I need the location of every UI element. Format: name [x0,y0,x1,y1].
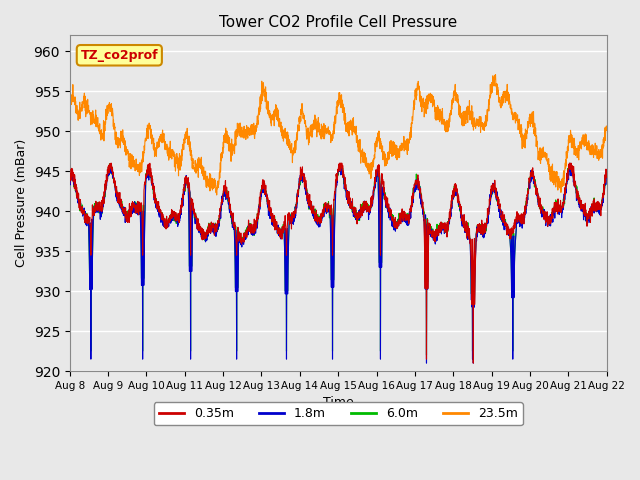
Title: Tower CO2 Profile Cell Pressure: Tower CO2 Profile Cell Pressure [219,15,458,30]
Text: TZ_co2prof: TZ_co2prof [81,49,158,62]
Y-axis label: Cell Pressure (mBar): Cell Pressure (mBar) [15,139,28,267]
Legend: 0.35m, 1.8m, 6.0m, 23.5m: 0.35m, 1.8m, 6.0m, 23.5m [154,402,523,425]
X-axis label: Time: Time [323,396,353,409]
